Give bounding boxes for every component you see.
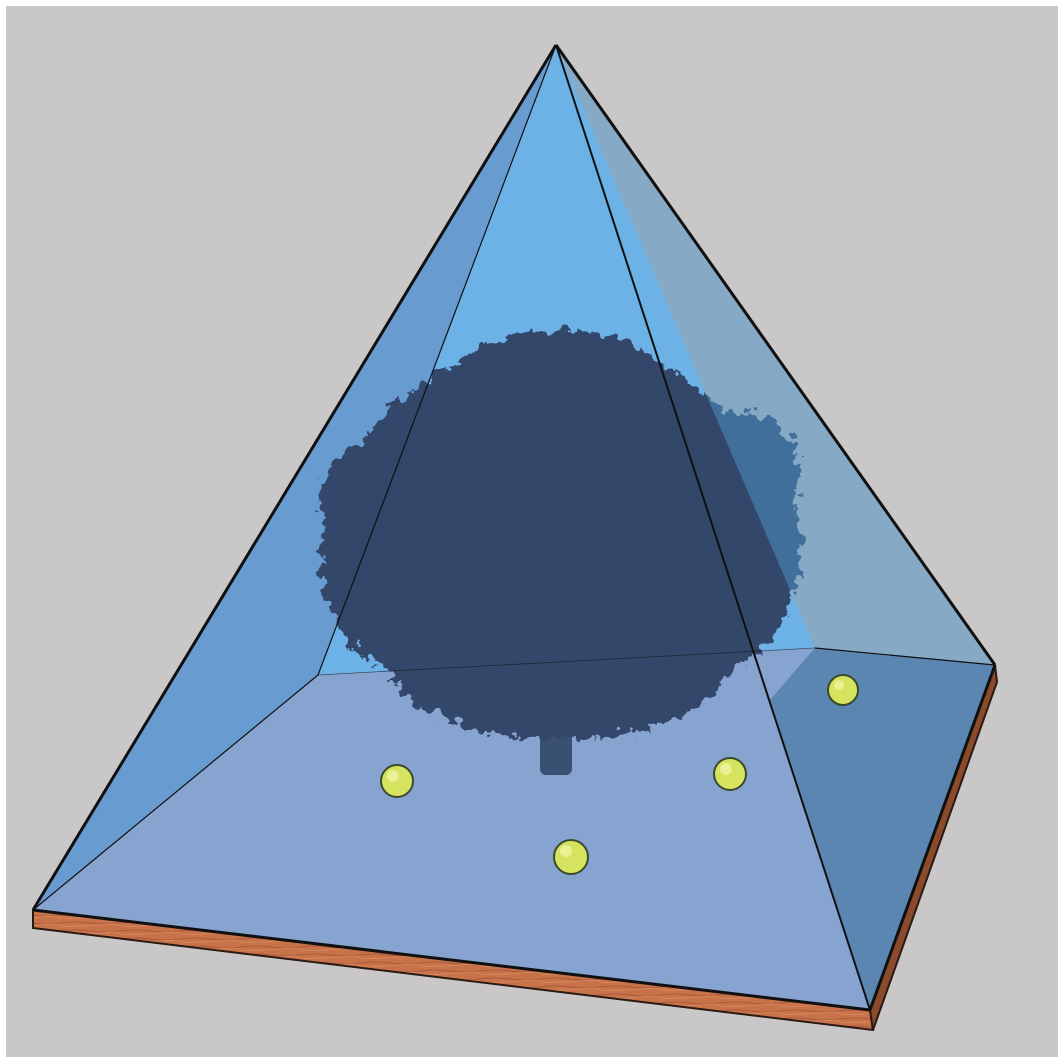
pyramid-edges bbox=[31, 44, 997, 1012]
tennis-ball bbox=[827, 674, 859, 706]
tennis-ball bbox=[713, 757, 747, 791]
tennis-ball bbox=[553, 839, 589, 875]
pyramid-right-face bbox=[556, 45, 995, 1010]
tennis-ball-shapes bbox=[380, 674, 859, 875]
tennis-ball bbox=[380, 764, 414, 798]
